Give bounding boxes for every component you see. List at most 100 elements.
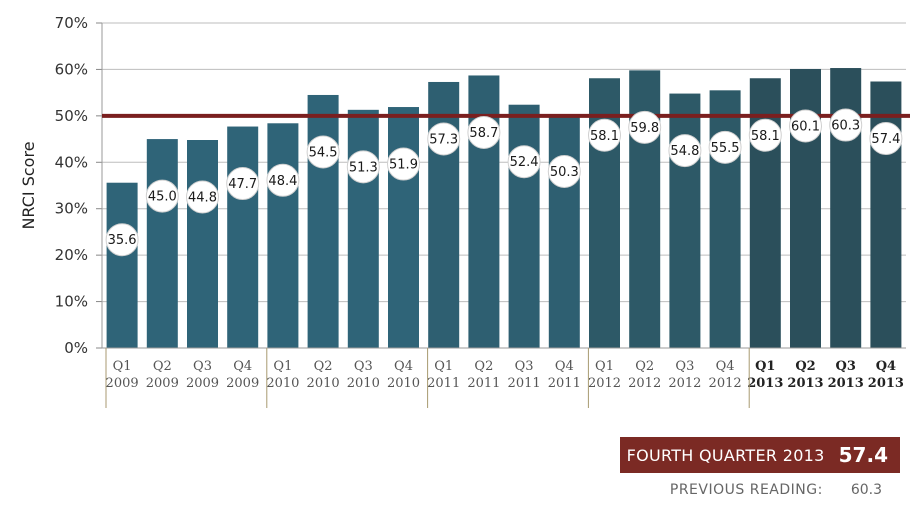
- x-tick-label-quarter: Q4: [716, 359, 735, 374]
- value-bubble: [829, 108, 863, 142]
- bar: [548, 114, 580, 348]
- bars: [106, 68, 902, 349]
- x-tick-label-year: 2011: [508, 376, 541, 391]
- x-tick-label-quarter: Q3: [675, 359, 694, 374]
- value-label: 52.4: [510, 155, 539, 170]
- value-bubble: [427, 122, 461, 156]
- x-tick-label-year: 2009: [146, 376, 179, 391]
- x-tick-label-quarter: Q1: [273, 359, 292, 374]
- bar: [669, 93, 701, 348]
- bar: [870, 81, 902, 348]
- value-label: 54.5: [309, 145, 338, 160]
- previous-reading: PREVIOUS READING: 60.3: [600, 482, 882, 498]
- value-label: 59.8: [630, 121, 659, 136]
- x-tick-label-quarter: Q2: [474, 359, 493, 374]
- bar: [388, 107, 419, 349]
- x-tick-label-quarter: Q4: [233, 359, 252, 374]
- previous-reading-value: 60.3: [850, 482, 882, 498]
- x-tick-label-year: 2012: [588, 376, 621, 391]
- x-tick-label-year: 2010: [307, 376, 340, 391]
- value-bubble: [266, 163, 300, 197]
- x-tick-label-year: 2010: [347, 376, 380, 391]
- y-axis-ticks: 0% 10% 20% 30% 40% 50% 60% 70%: [55, 14, 103, 357]
- x-tick-label-year: 2010: [387, 376, 420, 391]
- x-tick-label-year: 2013: [868, 376, 904, 391]
- value-label: 58.1: [590, 129, 619, 144]
- gridlines: [102, 22, 906, 349]
- y-tick-label: 60%: [55, 60, 88, 78]
- x-tick-label-year: 2013: [828, 376, 864, 391]
- bar: [106, 182, 138, 348]
- value-bubble: [708, 130, 742, 164]
- value-bubble: [628, 110, 662, 144]
- value-label: 51.9: [389, 158, 418, 173]
- value-bubble: [105, 223, 139, 257]
- value-bubble: [507, 145, 541, 179]
- value-bubble: [186, 180, 219, 214]
- bar: [267, 123, 299, 349]
- value-bubble: [306, 135, 340, 169]
- value-label: 58.1: [751, 129, 780, 144]
- value-labels: 35.6 45.0 44.8 47.7 48.4 54.5 51.3 51.9 57.3 58.7…: [105, 108, 903, 257]
- value-label: 50.3: [550, 165, 579, 180]
- x-tick-label-quarter: Q1: [434, 359, 453, 374]
- callout-label: FOURTH QUARTER 2013: [626, 445, 825, 465]
- y-tick-label: 10%: [55, 293, 88, 311]
- x-tick-label-quarter: Q2: [635, 359, 654, 374]
- value-bubble: [668, 134, 702, 168]
- value-label: 45.0: [148, 190, 177, 205]
- bar: [307, 94, 339, 348]
- x-tick-label-year: 2009: [186, 376, 219, 391]
- x-tick-label-year: 2011: [548, 376, 581, 391]
- bar: [589, 78, 620, 348]
- value-bubble: [467, 115, 501, 149]
- value-label: 47.7: [228, 177, 257, 192]
- x-tick-label-quarter: Q4: [876, 359, 896, 374]
- x-tick-label-quarter: Q2: [314, 359, 333, 374]
- x-tick-label-year: 2012: [628, 376, 661, 391]
- value-label: 35.6: [108, 233, 137, 248]
- value-bubble: [869, 122, 903, 155]
- callout-value: 57.4: [838, 443, 888, 467]
- value-bubble: [748, 118, 782, 152]
- previous-reading-label: PREVIOUS READING:: [669, 482, 823, 498]
- current-reading-callout: FOURTH QUARTER 2013 57.4: [620, 437, 900, 473]
- x-tick-label-year: 2009: [226, 376, 259, 391]
- x-tick-label-quarter: Q3: [515, 359, 534, 374]
- x-tick-label-quarter: Q3: [836, 359, 856, 374]
- y-tick-label: 30%: [55, 200, 88, 218]
- x-tick-label-year: 2009: [106, 376, 139, 391]
- value-label: 60.3: [831, 119, 860, 134]
- bar: [749, 78, 781, 348]
- x-tick-label-quarter: Q3: [193, 359, 212, 374]
- value-label: 54.8: [670, 144, 699, 159]
- y-tick-label: 40%: [55, 153, 88, 171]
- x-tick-label-quarter: Q1: [595, 359, 614, 374]
- bar: [227, 126, 259, 349]
- x-tick-label-year: 2012: [668, 376, 701, 391]
- value-bubble: [346, 150, 380, 184]
- value-bubble: [789, 109, 822, 143]
- bar: [709, 90, 741, 349]
- y-tick-label: 0%: [64, 339, 88, 357]
- x-tick-label-quarter: Q4: [555, 359, 574, 374]
- x-tick-label-year: 2013: [787, 376, 823, 391]
- value-label: 57.4: [871, 132, 900, 147]
- bar: [508, 104, 540, 348]
- x-tick-label-quarter: Q2: [153, 359, 172, 374]
- value-label: 60.1: [791, 119, 820, 134]
- x-tick-label-quarter: Q1: [113, 359, 132, 374]
- x-tick-label-year: 2012: [709, 376, 742, 391]
- value-bubble: [387, 147, 420, 181]
- value-label: 44.8: [188, 191, 217, 206]
- value-bubble: [547, 154, 581, 188]
- x-tick-label-year: 2011: [427, 376, 460, 391]
- value-label: 48.4: [268, 174, 297, 189]
- bar: [347, 109, 379, 348]
- y-axis-label: NRCI Score: [19, 141, 38, 229]
- x-tick-label-quarter: Q2: [795, 359, 815, 374]
- bar: [428, 81, 460, 348]
- value-bubble: [226, 167, 260, 201]
- x-tick-label-quarter: Q3: [354, 359, 373, 374]
- y-tick-label: 20%: [55, 246, 88, 264]
